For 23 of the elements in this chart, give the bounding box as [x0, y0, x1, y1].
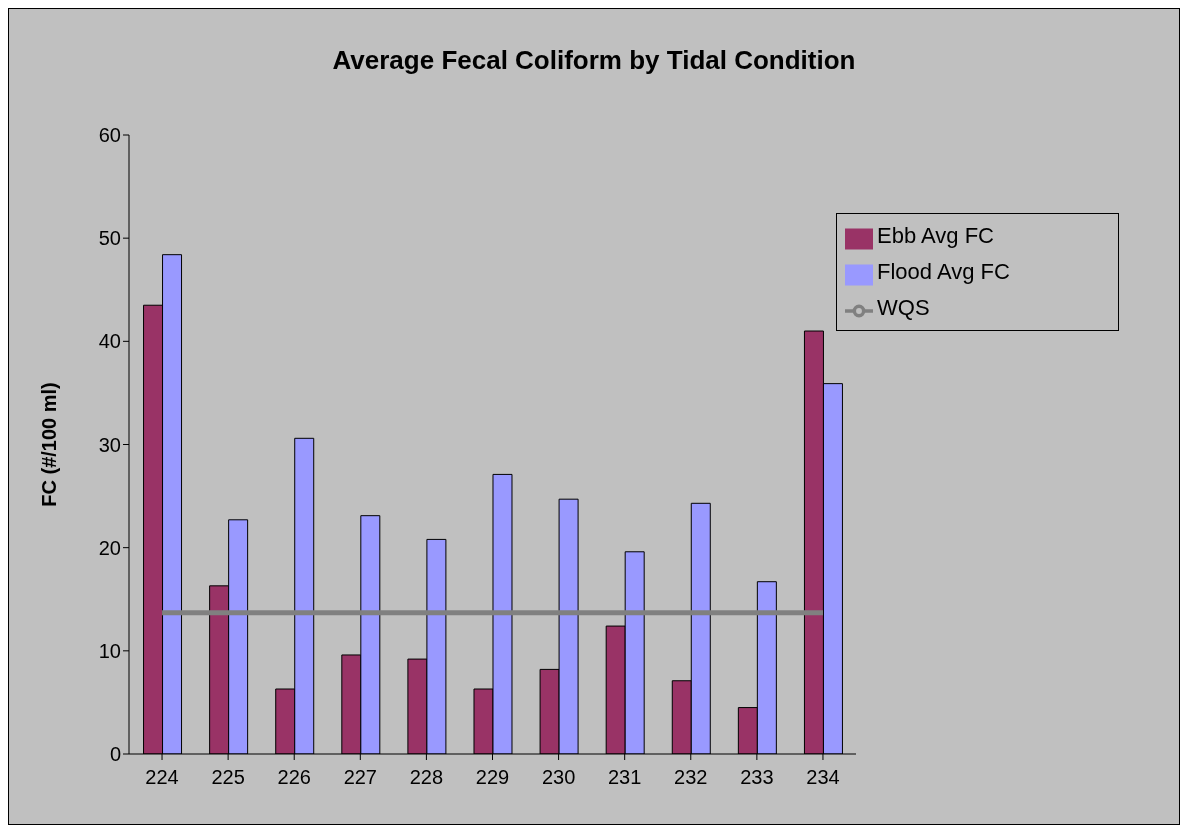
- y-tick-label: 10: [98, 639, 121, 662]
- y-tick-label: 40: [98, 330, 121, 353]
- y-axis-title: FC (#/100 ml): [38, 382, 61, 507]
- x-tick-label: 228: [409, 766, 444, 789]
- legend-label: Ebb Avg FC: [877, 223, 994, 248]
- y-tick-label: 50: [98, 227, 121, 250]
- legend-label: Flood Avg FC: [877, 259, 1010, 284]
- x-tick-label: 232: [674, 766, 708, 789]
- x-tick-label: 225: [211, 766, 245, 789]
- y-tick-label: 30: [98, 433, 121, 456]
- y-tick-label: 20: [98, 536, 121, 559]
- x-tick-label: 230: [541, 766, 576, 789]
- x-tick-label: 231: [607, 766, 642, 789]
- x-tick-label: 227: [343, 766, 378, 789]
- y-tick-label: 0: [109, 743, 121, 766]
- x-tick-label: 229: [475, 766, 510, 789]
- legend-label: WQS: [877, 295, 930, 320]
- y-tick-label: 60: [98, 124, 121, 147]
- x-tick-label: 234: [806, 766, 840, 789]
- chart-title: Average Fecal Coliform by Tidal Condition: [331, 44, 857, 77]
- x-tick-label: 226: [277, 766, 311, 789]
- x-tick-label: 233: [740, 766, 774, 789]
- x-tick-label: 224: [145, 766, 179, 789]
